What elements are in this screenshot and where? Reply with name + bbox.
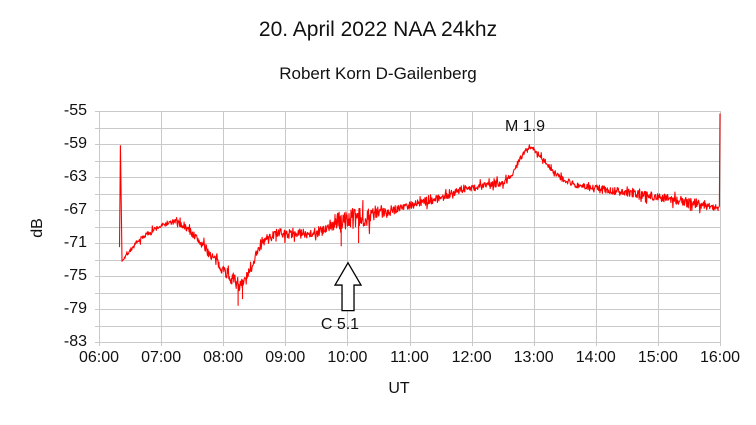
x-tick-label: 12:00: [451, 349, 492, 366]
flare-arrow: [333, 261, 363, 312]
x-tick-label: 06:00: [78, 349, 120, 366]
x-tick-label: 13:00: [513, 349, 554, 366]
x-tick-label: 10:00: [327, 349, 368, 366]
y-tick-label: -55: [63, 102, 87, 119]
y-tick-label: -59: [63, 135, 87, 152]
chart-subtitle: Robert Korn D-Gailenberg: [279, 64, 477, 83]
x-tick-label: 14:00: [575, 349, 616, 366]
y-tick-label: -67: [63, 201, 87, 218]
x-tick-label: 16:00: [699, 349, 741, 366]
x-axis-label: UT: [388, 380, 410, 397]
grid-lines: [95, 111, 721, 346]
y-tick-label: -71: [63, 234, 87, 251]
x-tick-label: 11:00: [390, 349, 429, 366]
signal-line: [118, 113, 721, 306]
x-tick-label: 08:00: [203, 349, 244, 366]
x-tick-label: 15:00: [637, 349, 678, 366]
chart-title: 20. April 2022 NAA 24khz: [258, 18, 498, 41]
y-tick-label: -79: [63, 300, 87, 317]
y-tick-label: -83: [63, 333, 87, 350]
annotation-label: M 1.9: [504, 117, 546, 135]
x-tick-label: 07:00: [141, 349, 182, 366]
y-tick-label: -75: [63, 267, 87, 284]
annotation-label: C 5.1: [320, 315, 360, 333]
x-tick-label: 09:00: [265, 349, 306, 366]
y-tick-label: -63: [63, 168, 87, 185]
